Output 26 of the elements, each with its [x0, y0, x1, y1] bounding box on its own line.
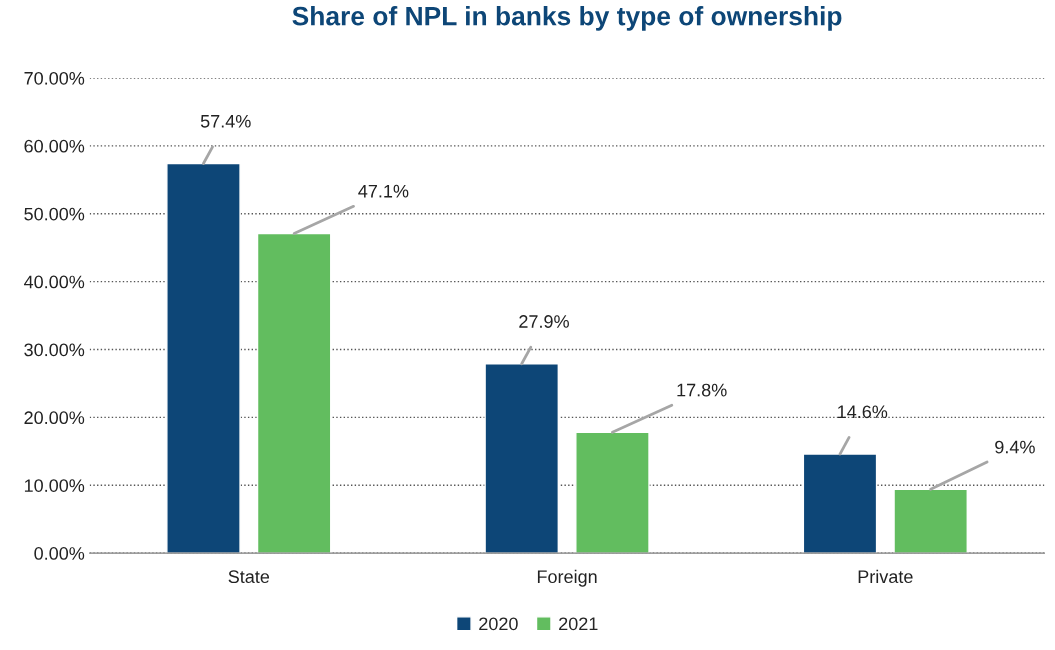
bar [166, 162, 241, 554]
legend-label: 2020 [479, 617, 518, 631]
data-label: 57.4% [200, 114, 251, 128]
y-tick-label: 10.00% [24, 479, 85, 492]
y-tick-label: 40.00% [23, 275, 85, 289]
x-tick-label: State [228, 570, 270, 584]
data-label: 27.9% [519, 315, 569, 328]
y-tick-label: 20.00% [24, 411, 85, 425]
legend-label: 2021 [559, 617, 598, 631]
data-label: 47.1% [358, 184, 409, 198]
bar [893, 488, 968, 554]
x-tick-label: Private [858, 569, 913, 584]
bar [575, 431, 650, 554]
data-label: 17.8% [677, 383, 727, 397]
x-tick-label: Foreign [537, 569, 597, 587]
bar [802, 453, 878, 554]
data-label: 14.6% [838, 405, 888, 419]
y-tick-label: 0.00% [34, 547, 85, 560]
y-tick-label: 60.00% [24, 139, 85, 153]
y-tick-label: 30.00% [24, 343, 85, 357]
y-tick-label: 50.00% [24, 207, 85, 221]
bar [484, 363, 560, 554]
data-label: 9.4% [995, 440, 1035, 454]
bar [256, 232, 332, 554]
chart-title: Share of NPL in banks by type of ownership [292, 6, 842, 31]
y-tick-label: 70.00% [24, 71, 85, 85]
